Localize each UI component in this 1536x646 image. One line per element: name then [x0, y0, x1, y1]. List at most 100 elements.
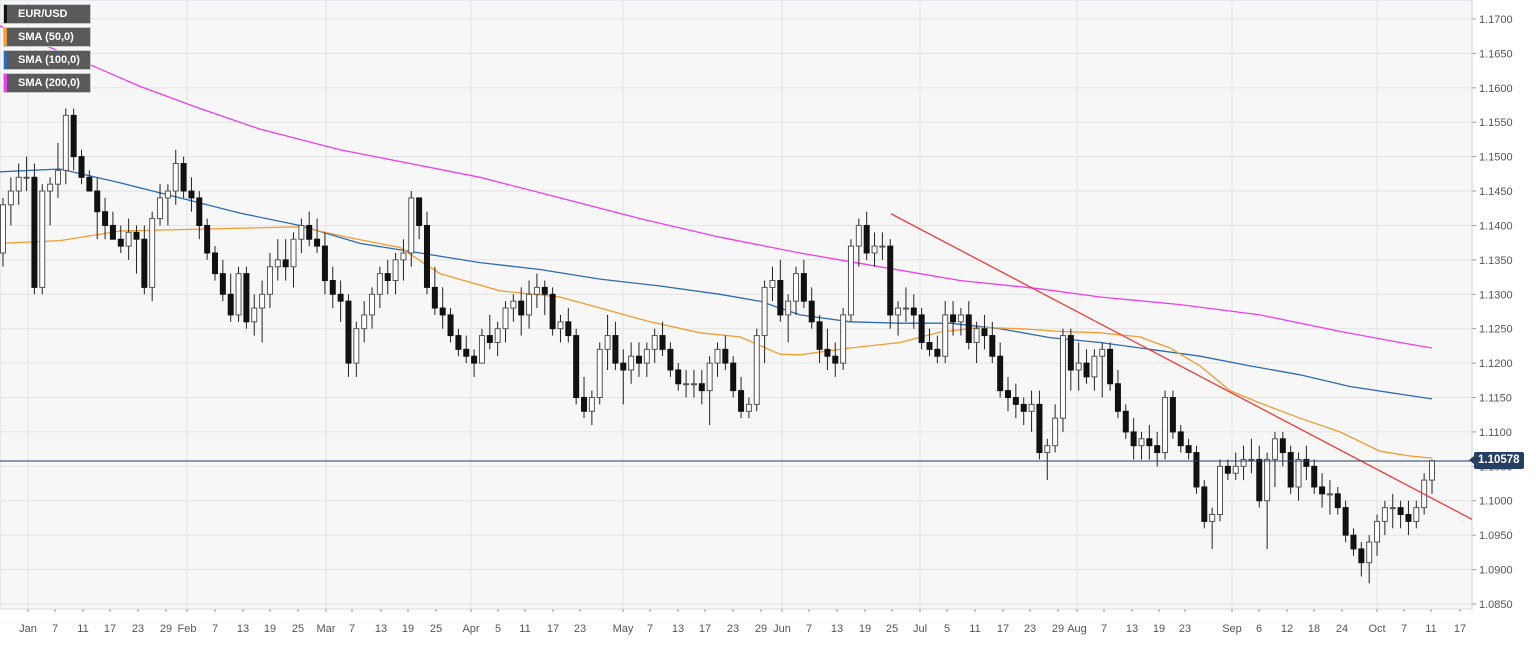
candle-bullish[interactable]	[1028, 403, 1035, 412]
candle-bullish[interactable]	[1217, 465, 1224, 516]
candle-bearish[interactable]	[141, 238, 148, 288]
candle-bearish[interactable]	[635, 355, 642, 364]
candle-bearish[interactable]	[950, 314, 957, 323]
candle-bearish[interactable]	[934, 348, 941, 357]
candle-bearish[interactable]	[1154, 445, 1161, 454]
candle-bullish[interactable]	[251, 307, 258, 323]
candle-bearish[interactable]	[1107, 348, 1114, 385]
legend-item-sma100[interactable]: SMA (100,0)	[3, 50, 91, 70]
candle-bearish[interactable]	[1334, 493, 1341, 509]
candle-bullish[interactable]	[361, 314, 368, 330]
candle-bearish[interactable]	[1342, 507, 1349, 536]
candle-bullish[interactable]	[651, 335, 658, 350]
candle-bullish[interactable]	[871, 245, 878, 254]
candle-bearish[interactable]	[1319, 486, 1326, 495]
candle-bullish[interactable]	[274, 259, 281, 268]
candle-bullish[interactable]	[1209, 514, 1216, 522]
candle-bullish[interactable]	[604, 335, 611, 350]
candle-bearish[interactable]	[219, 273, 226, 295]
candle-bearish[interactable]	[109, 224, 116, 240]
candle-bullish[interactable]	[714, 348, 721, 364]
candle-bullish[interactable]	[290, 238, 297, 268]
candle-bullish[interactable]	[149, 218, 156, 288]
candle-bearish[interactable]	[1287, 452, 1294, 488]
candle-bullish[interactable]	[793, 273, 800, 302]
candle-bullish[interactable]	[902, 307, 909, 310]
candle-bullish[interactable]	[596, 348, 603, 399]
candle-bullish[interactable]	[533, 286, 540, 295]
candle-bearish[interactable]	[439, 307, 446, 316]
candle-bearish[interactable]	[824, 348, 831, 357]
plot-area[interactable]	[0, 0, 1473, 610]
candle-bearish[interactable]	[989, 335, 996, 357]
candle-bullish[interactable]	[392, 259, 399, 282]
candle-bearish[interactable]	[204, 224, 211, 254]
candle-bullish[interactable]	[1075, 362, 1082, 371]
candle-bearish[interactable]	[581, 397, 588, 412]
candle-bearish[interactable]	[243, 273, 250, 323]
candle-bearish[interactable]	[997, 355, 1004, 392]
candle-bullish[interactable]	[895, 307, 902, 316]
candle-bearish[interactable]	[816, 321, 823, 350]
candle-bearish[interactable]	[1114, 383, 1121, 412]
candle-bearish[interactable]	[808, 300, 815, 323]
legend-item-eurusd[interactable]: EUR/USD	[3, 4, 91, 24]
candle-bullish[interactable]	[785, 300, 792, 316]
candle-bearish[interactable]	[518, 300, 525, 316]
candle-bearish[interactable]	[1067, 335, 1074, 371]
candle-bullish[interactable]	[235, 273, 242, 316]
downtrend-line[interactable]	[890, 213, 1473, 520]
candle-bearish[interactable]	[777, 280, 784, 316]
candle-bearish[interactable]	[431, 286, 438, 309]
candle-bearish[interactable]	[1350, 534, 1357, 550]
candle-bearish[interactable]	[659, 335, 666, 350]
candle-bearish[interactable]	[306, 224, 313, 240]
candle-bearish[interactable]	[832, 355, 839, 364]
candle-bullish[interactable]	[847, 245, 854, 316]
candle-bearish[interactable]	[1146, 438, 1153, 447]
candle-bullish[interactable]	[1099, 348, 1106, 357]
candle-bearish[interactable]	[133, 231, 140, 240]
candle-bearish[interactable]	[1005, 390, 1012, 399]
candle-bullish[interactable]	[266, 266, 273, 295]
candle-bearish[interactable]	[738, 390, 745, 412]
candle-bearish[interactable]	[282, 259, 289, 268]
candle-bearish[interactable]	[94, 190, 101, 213]
candle-bullish[interactable]	[879, 245, 886, 248]
candle-bearish[interactable]	[1185, 445, 1192, 454]
candle-bullish[interactable]	[0, 204, 6, 254]
candle-bearish[interactable]	[722, 348, 729, 364]
candle-bearish[interactable]	[345, 300, 352, 364]
candle-bullish[interactable]	[510, 300, 517, 309]
candle-bullish[interactable]	[1374, 520, 1381, 543]
candle-bearish[interactable]	[565, 321, 572, 337]
candle-bearish[interactable]	[1177, 431, 1184, 447]
candle-bearish[interactable]	[471, 355, 478, 364]
candle-bearish[interactable]	[1397, 507, 1404, 516]
candle-bearish[interactable]	[423, 224, 430, 288]
candle-bullish[interactable]	[376, 273, 383, 295]
candle-bullish[interactable]	[494, 328, 501, 343]
candle-bullish[interactable]	[164, 190, 171, 199]
candle-bullish[interactable]	[745, 403, 752, 412]
candle-bullish[interactable]	[47, 183, 54, 192]
candle-bullish[interactable]	[706, 362, 713, 392]
candle-bearish[interactable]	[1169, 397, 1176, 433]
candle-bearish[interactable]	[981, 328, 988, 337]
candle-bearish[interactable]	[573, 335, 580, 399]
candle-bearish[interactable]	[549, 293, 556, 330]
candle-bullish[interactable]	[353, 328, 360, 364]
candle-bullish[interactable]	[298, 224, 305, 240]
candle-bearish[interactable]	[620, 362, 627, 371]
candle-bearish[interactable]	[863, 224, 870, 254]
candle-bullish[interactable]	[39, 190, 46, 288]
candle-bearish[interactable]	[329, 280, 336, 295]
candle-bullish[interactable]	[1162, 397, 1169, 454]
candle-bullish[interactable]	[54, 169, 61, 185]
candle-bullish[interactable]	[1271, 438, 1278, 460]
candle-bullish[interactable]	[1264, 458, 1271, 502]
candle-bearish[interactable]	[730, 362, 737, 392]
candle-bearish[interactable]	[698, 383, 705, 392]
